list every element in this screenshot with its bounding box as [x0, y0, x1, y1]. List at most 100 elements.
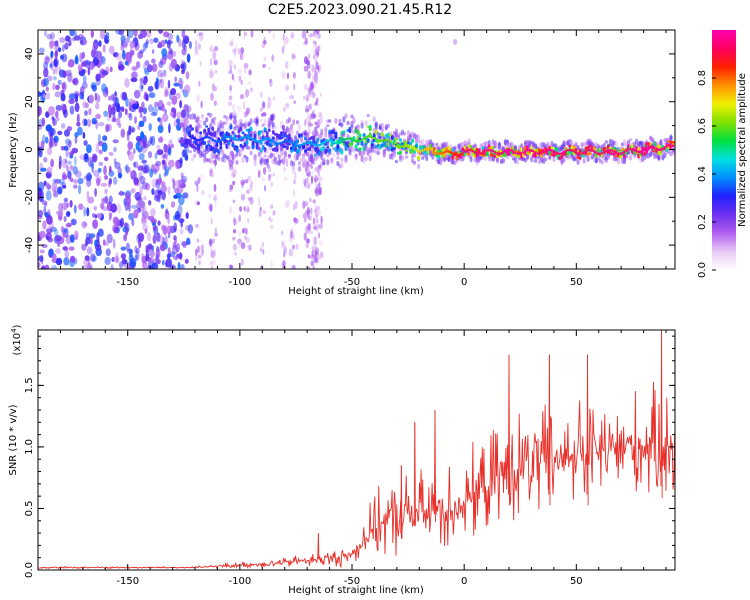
heatmap-cell [91, 117, 97, 125]
heatmap-cell [138, 106, 142, 114]
heatmap-cell [167, 79, 171, 89]
heatmap-cell [306, 161, 310, 168]
heatmap-cell [219, 141, 223, 147]
heatmap-cell [251, 141, 255, 145]
heatmap-cell [332, 152, 336, 158]
heatmap-cell [265, 158, 269, 166]
heatmap-cell [268, 173, 271, 181]
heatmap-cell [239, 149, 243, 157]
heatmap-cell [309, 33, 314, 38]
heatmap-cell [270, 138, 273, 142]
heatmap-cell [317, 253, 322, 261]
heatmap-cell [103, 241, 109, 246]
heatmap-cell [210, 250, 215, 259]
heatmap-cell [182, 241, 187, 249]
heatmap-cell [63, 129, 71, 137]
heatmap-cell [134, 116, 137, 124]
heatmap-cell [209, 144, 213, 148]
heatmap-cell [364, 135, 368, 139]
heatmap-cell [233, 169, 237, 175]
heatmap-cell [318, 239, 323, 246]
heatmap-cell [139, 77, 143, 83]
heatmap-cell [271, 54, 275, 62]
heatmap-cell [211, 119, 215, 125]
heatmap-cell [193, 137, 196, 141]
heatmap-cell [232, 243, 238, 251]
heatmap-cell [115, 52, 123, 61]
heatmap-cell [161, 103, 165, 112]
heatmap-cell [625, 154, 629, 159]
heatmap-cell [195, 254, 198, 262]
heatmap-cell [50, 60, 54, 71]
heatmap-cell [279, 121, 283, 125]
spectrogram-panel: -150 -100 -50 0 50 40 20 0 -20 -40 Height of stra… [8, 29, 676, 297]
heatmap-cell [386, 123, 390, 128]
heatmap-cell [614, 140, 619, 148]
heatmap-cell [317, 189, 322, 195]
heatmap-cell [311, 64, 315, 73]
heatmap-cell [228, 59, 233, 68]
heatmap-cell [165, 151, 168, 162]
snr-peak [508, 354, 511, 506]
heatmap-cell [133, 209, 139, 219]
heatmap-cell [49, 249, 54, 256]
heatmap-cell [127, 151, 135, 161]
heatmap-cell [291, 264, 296, 269]
heatmap-cell [238, 230, 242, 237]
heatmap-cell [129, 50, 133, 58]
heatmap-cell [142, 115, 147, 123]
heatmap-cell [170, 143, 174, 149]
heatmap-cell [232, 199, 236, 204]
heatmap-cell [135, 61, 141, 69]
snr-peak [661, 330, 663, 499]
heatmap-cell [69, 165, 74, 171]
heatmap-cell [124, 78, 130, 88]
heatmap-cell [366, 114, 370, 117]
x-tick-label: -100 [229, 277, 252, 288]
heatmap-cell [87, 157, 93, 167]
heatmap-cell [231, 137, 235, 140]
heatmap-cell [184, 84, 191, 94]
heatmap-cell [181, 175, 188, 184]
heatmap-cell [352, 117, 356, 124]
heatmap-cell [299, 136, 304, 143]
heatmap-cell [65, 222, 72, 228]
heatmap-cell [264, 185, 266, 192]
heatmap-cell [283, 154, 287, 161]
heatmap-cell [320, 153, 324, 161]
heatmap-cell [274, 141, 277, 144]
snr-peak [434, 409, 437, 523]
heatmap-cell [141, 164, 148, 174]
heatmap-cell [41, 264, 46, 269]
heatmap-cell [151, 178, 157, 189]
heatmap-cell [137, 200, 141, 206]
heatmap-cell [336, 144, 340, 150]
heatmap-cell [81, 220, 87, 229]
heatmap-cell [217, 156, 221, 161]
heatmap-cell [334, 117, 338, 124]
heatmap-cell [417, 163, 421, 169]
heatmap-cell [95, 113, 101, 120]
heatmap-cell [46, 228, 53, 234]
colorbar-tick-label: 0.2 [697, 214, 708, 230]
heatmap-cell [292, 188, 296, 198]
heatmap-cell [120, 128, 126, 138]
heatmap-cell [635, 149, 638, 153]
heatmap-cell [312, 135, 316, 140]
heatmap-cell [53, 76, 57, 81]
heatmap-cell [306, 133, 310, 139]
heatmap-cell [671, 144, 675, 147]
heatmap-cell [305, 177, 309, 184]
chart-title: C2E5.2023.090.21.45.R12 [267, 2, 453, 18]
colorbar-tick-label: 0.0 [697, 262, 708, 278]
heatmap-cell [178, 122, 185, 128]
y-tick-label: 1.5 [24, 377, 35, 393]
heatmap-cell [394, 159, 398, 164]
heatmap-cell [606, 155, 611, 161]
heatmap-cell [53, 58, 58, 67]
snr-peak [548, 354, 551, 506]
heatmap-cell [295, 243, 299, 250]
heatmap-cell [360, 122, 364, 129]
heatmap-cell [130, 188, 136, 194]
